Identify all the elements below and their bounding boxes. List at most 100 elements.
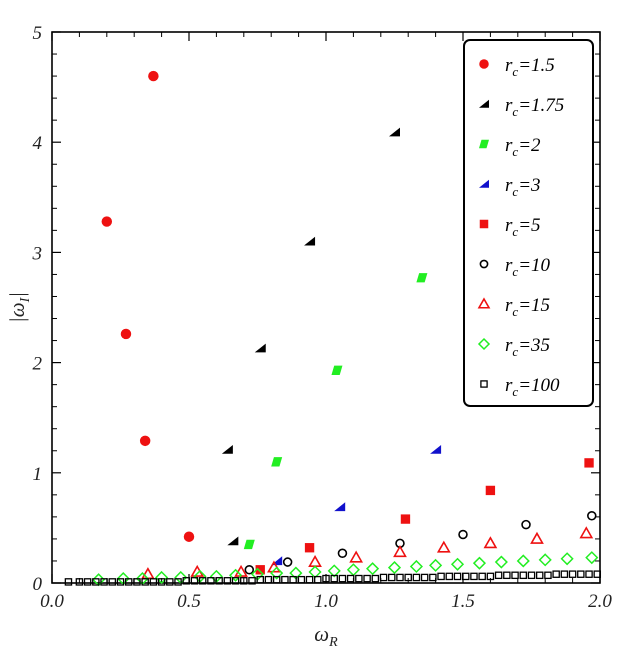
legend-marker <box>477 297 491 309</box>
data-point <box>519 571 528 580</box>
legend-label-main: r <box>505 135 513 156</box>
legend-label-sub: c <box>512 64 518 79</box>
data-point <box>412 573 421 582</box>
data-point <box>478 572 486 581</box>
series-rc-100 <box>64 570 602 586</box>
data-point <box>409 559 423 574</box>
data-point <box>371 574 380 583</box>
data-point <box>584 458 594 468</box>
data-point <box>100 578 108 586</box>
legend-label: rc=3 <box>505 175 541 199</box>
data-point <box>215 577 223 585</box>
data-point <box>420 573 429 582</box>
data-point <box>585 570 593 578</box>
data-point <box>379 573 388 582</box>
data-point <box>437 572 445 581</box>
legend-item: rc=1.5 <box>479 55 555 79</box>
data-point <box>304 236 316 246</box>
legend-marker <box>479 179 489 188</box>
data-point <box>560 552 574 566</box>
data-point <box>494 571 503 580</box>
data-point <box>264 575 273 584</box>
data-point <box>120 328 132 340</box>
data-point <box>494 555 508 569</box>
legend-label: rc=5 <box>505 215 541 239</box>
legend-label-value: =35 <box>518 335 550 356</box>
data-point <box>483 536 498 549</box>
data-point <box>227 536 239 546</box>
legend-label-value: =15 <box>518 295 550 316</box>
tick-labels: 0.0 0.5 1.0 1.5 2.0 0 1 2 3 4 5 <box>32 23 613 612</box>
data-point <box>346 574 355 583</box>
data-point <box>337 548 348 559</box>
data-point <box>363 574 371 583</box>
data-point <box>282 557 293 567</box>
x-axis-label-main: ω <box>314 622 329 646</box>
data-point <box>416 273 428 283</box>
legend-label-main: r <box>505 255 513 276</box>
data-point <box>243 539 255 550</box>
data-point <box>271 457 283 467</box>
data-point <box>453 572 462 581</box>
data-point <box>458 529 468 540</box>
data-point <box>538 553 552 567</box>
y-axis-label-bar: | <box>5 292 29 298</box>
data-point <box>108 578 117 586</box>
legend-label: rc=1.5 <box>505 55 555 79</box>
data-point <box>254 343 266 353</box>
data-point <box>297 575 306 584</box>
series-rc-1-75 <box>221 127 400 546</box>
legend-label: rc=100 <box>505 375 560 399</box>
legend-label-main: r <box>505 375 513 396</box>
data-point <box>141 578 149 586</box>
data-point <box>587 511 597 521</box>
legend-label: rc=35 <box>505 335 550 359</box>
data-point <box>256 575 264 584</box>
y-axis-label: |ωI| <box>5 292 33 323</box>
legend-marker <box>479 219 489 229</box>
data-point <box>472 556 487 570</box>
x-tick-label: 2.0 <box>588 591 612 612</box>
data-point <box>577 570 585 578</box>
data-point <box>207 577 215 585</box>
data-point <box>429 558 443 572</box>
data-point <box>223 577 232 585</box>
axis-ticks <box>51 31 601 584</box>
legend-label-sub: c <box>512 184 518 199</box>
data-point <box>485 485 496 496</box>
y-tick-label: 5 <box>33 23 43 44</box>
data-point <box>516 554 530 568</box>
legend-label-sub: c <box>512 104 518 119</box>
y-tick-label: 3 <box>32 243 43 264</box>
data-point <box>393 545 407 558</box>
data-point <box>322 574 330 583</box>
y-axis-label-main: |ω <box>5 302 29 323</box>
data-point <box>229 568 243 582</box>
data-point <box>255 565 265 575</box>
series-rc-3 <box>271 444 442 566</box>
data-point <box>139 435 151 447</box>
data-point <box>535 571 544 580</box>
legend-label-value: =2 <box>518 135 541 156</box>
legend-label-value: =5 <box>518 215 540 236</box>
data-point <box>149 578 158 586</box>
legend-label: rc=10 <box>505 255 551 279</box>
legend-item: rc=10 <box>479 255 551 279</box>
data-point <box>116 578 125 586</box>
data-point <box>157 578 166 586</box>
series-rc-5 <box>255 458 594 575</box>
data-point <box>248 577 256 585</box>
x-tick-label: 0.0 <box>40 591 64 612</box>
y-axis-label-sub: I <box>18 296 33 303</box>
data-point <box>75 578 84 586</box>
series-rc-15 <box>141 526 594 580</box>
data-point <box>221 444 233 454</box>
legend-marker <box>479 99 489 108</box>
data-point <box>183 531 195 542</box>
data-point <box>308 554 322 567</box>
data-point <box>101 216 113 227</box>
data-point <box>174 578 182 586</box>
data-point <box>148 70 159 82</box>
data-point <box>141 567 155 580</box>
